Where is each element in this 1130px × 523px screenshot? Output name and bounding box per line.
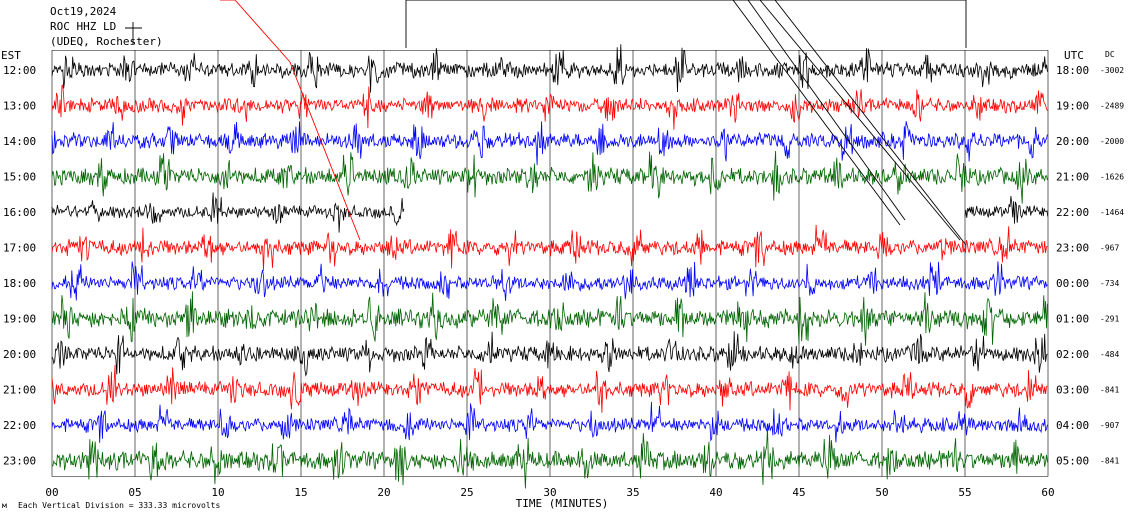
trace-line (51, 192, 405, 233)
event-marker-line (759, 0, 961, 241)
x-axis-title: TIME (MINUTES) (516, 497, 609, 510)
trace-layer (51, 44, 1049, 489)
x-tick-label: 15 (294, 486, 307, 499)
x-tick-label: 20 (377, 486, 390, 499)
x-tick-label: 05 (128, 486, 141, 499)
event-marker-line (747, 0, 906, 221)
marker-layer (125, 0, 967, 246)
x-tick-label: 40 (709, 486, 722, 499)
row-label-est: 20:00 (3, 348, 36, 361)
x-tick-label: 10 (211, 486, 224, 499)
row-label-utc: 18:00 (1056, 64, 1089, 77)
row-label-est: 19:00 (3, 313, 36, 326)
trace-line (51, 365, 1048, 413)
trace-line (51, 121, 1048, 166)
row-label-dc: -2489 (1100, 102, 1124, 111)
header-date: Oct19,2024 (50, 5, 117, 18)
trace-line (51, 44, 1048, 93)
row-label-dc: -841 (1100, 457, 1119, 466)
left-timezone-label: EST (1, 49, 21, 62)
x-tick-label: 55 (958, 486, 971, 499)
row-label-dc: -734 (1100, 279, 1119, 288)
x-tick-label: 00 (45, 486, 58, 499)
row-label-dc: -3002 (1100, 66, 1124, 75)
header-station: ROC HHZ LD (50, 20, 116, 33)
trace-line (51, 291, 1048, 346)
row-label-dc: -841 (1100, 386, 1119, 395)
x-tick-label: 60 (1041, 486, 1054, 499)
row-label-dc: -291 (1100, 315, 1119, 324)
event-marker-line (234, 0, 291, 63)
row-label-est: 15:00 (3, 171, 36, 184)
row-label-est: 13:00 (3, 100, 36, 113)
row-label-dc: -967 (1100, 244, 1119, 253)
row-label-utc: 01:00 (1056, 313, 1089, 326)
row-label-dc: -2000 (1100, 137, 1124, 146)
row-labels: 12:00 18:00 -3002 13:00 19:00 -2489 14:00 20:00… (3, 64, 1124, 468)
row-label-dc: -1464 (1100, 208, 1124, 217)
x-tick-label: 45 (792, 486, 805, 499)
right-timezone-label: UTC (1064, 49, 1084, 62)
event-marker-line (289, 61, 361, 241)
row-label-utc: 04:00 (1056, 419, 1089, 432)
x-tick-label: 50 (875, 486, 888, 499)
row-label-est: 14:00 (3, 135, 36, 148)
trace-line (51, 261, 1048, 301)
footer-scale-note: Each Vertical Division = 333.33 microvol… (18, 501, 220, 510)
trace-line (51, 150, 1048, 204)
row-label-utc: 03:00 (1056, 384, 1089, 397)
x-tick-label: 25 (460, 486, 473, 499)
row-label-est: 18:00 (3, 277, 36, 290)
row-label-utc: 02:00 (1056, 348, 1089, 361)
trace-line (51, 84, 1048, 130)
header-network: (UDEQ, Rochester) (50, 35, 163, 48)
trace-line (51, 331, 1048, 377)
row-label-est: 21:00 (3, 384, 36, 397)
x-tick-label: 35 (626, 486, 639, 499)
trace-line (51, 401, 1048, 443)
row-label-utc: 21:00 (1056, 171, 1089, 184)
row-label-utc: 23:00 (1056, 242, 1089, 255)
row-label-est: 22:00 (3, 419, 36, 432)
trace-line (51, 224, 1048, 271)
footer-logo-mark: м (2, 501, 7, 510)
event-marker-line (774, 0, 967, 246)
row-label-est: 16:00 (3, 206, 36, 219)
x-tick-label: 30 (543, 486, 556, 499)
row-label-est: 12:00 (3, 64, 36, 77)
row-label-dc: -907 (1100, 421, 1119, 430)
row-label-dc: -484 (1100, 350, 1119, 359)
trace-line (964, 196, 1049, 224)
row-label-utc: 00:00 (1056, 277, 1089, 290)
row-label-utc: 19:00 (1056, 100, 1089, 113)
row-label-dc: -1626 (1100, 173, 1124, 182)
x-axis-ticks: 00 05 10 15 20 25 30 35 40 45 50 55 60 (45, 486, 1054, 499)
row-label-est: 23:00 (3, 455, 36, 468)
row-label-utc: 20:00 (1056, 135, 1089, 148)
trace-line (51, 427, 1048, 489)
row-label-utc: 05:00 (1056, 455, 1089, 468)
row-label-est: 17:00 (3, 242, 36, 255)
row-label-utc: 22:00 (1056, 206, 1089, 219)
dc-column-header: DC (1105, 50, 1115, 59)
event-marker-line (732, 0, 901, 226)
grid-lines (51, 49, 1049, 477)
